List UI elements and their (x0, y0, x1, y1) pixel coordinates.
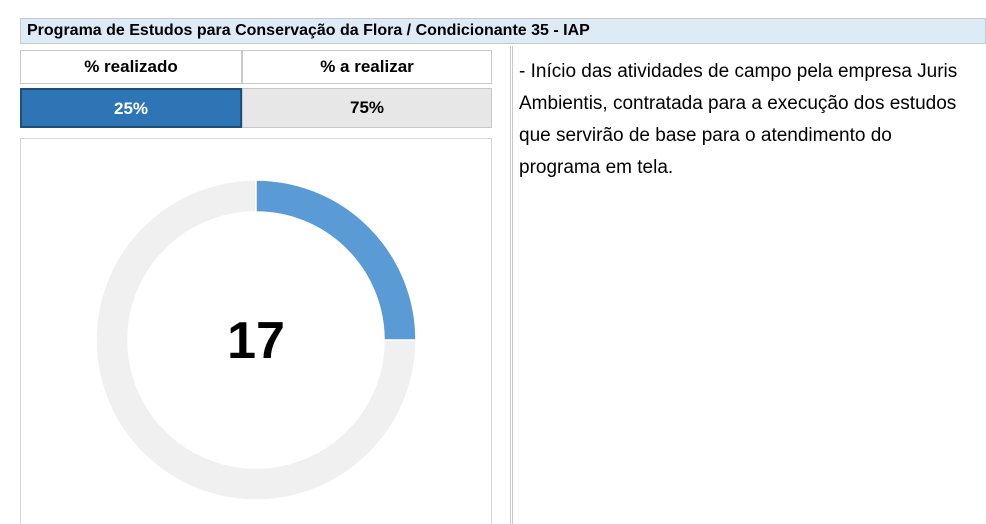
donut-segment (95, 179, 417, 501)
donut-segment (255, 179, 417, 341)
header-cell: % a realizar (242, 50, 492, 84)
value-cell: 75% (242, 88, 492, 128)
title-bar: Programa de Estudos para Conservação da … (20, 18, 986, 44)
header-cell: % realizado (20, 50, 242, 84)
notes: - Início das atividades de campo pela em… (510, 46, 986, 524)
value-cell: 25% (20, 88, 242, 128)
center-label: 17 (227, 312, 285, 370)
chart-box (20, 138, 492, 524)
